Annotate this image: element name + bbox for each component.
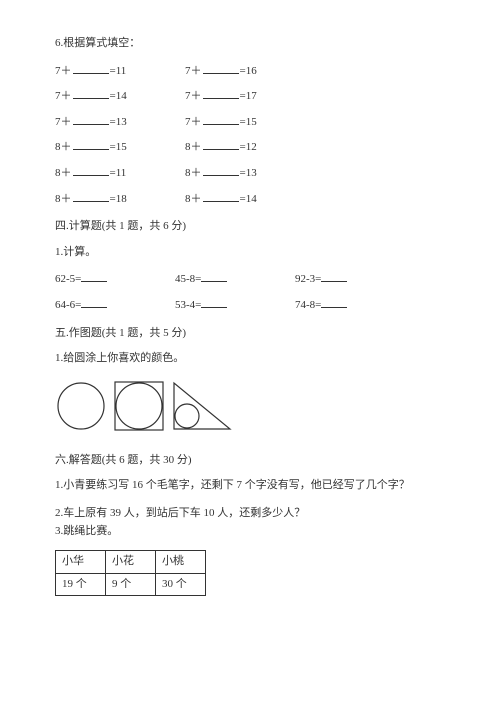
calc-row: 62-5= 45-8= 92-3= (55, 271, 445, 289)
blank (321, 298, 347, 308)
blank (81, 298, 107, 308)
sec4-sub: 1.计算。 (55, 244, 445, 262)
calc-expr: 74-8= (295, 299, 321, 311)
sec4-heading: 四.计算题(共 1 题，共 6 分) (55, 218, 445, 236)
blank (203, 140, 239, 150)
blank (73, 64, 109, 74)
table-row: 19 个 9 个 30 个 (56, 573, 206, 596)
blank (201, 272, 227, 282)
eq-post: =17 (240, 90, 257, 102)
table-header-cell: 小花 (106, 551, 156, 574)
eq-pre: 8＋ (55, 167, 72, 179)
eq-pre: 7＋ (185, 90, 202, 102)
eq-row: 8＋ =15 8＋ =12 (55, 139, 445, 157)
eq-post: =14 (110, 90, 127, 102)
eq-post: =13 (240, 167, 257, 179)
blank (73, 140, 109, 150)
calc-expr: 62-5= (55, 273, 81, 285)
calc-row: 64-6= 53-4= 74-8= (55, 297, 445, 315)
eq-row: 7＋ =14 7＋ =17 (55, 88, 445, 106)
eq-row: 8＋ =11 8＋ =13 (55, 165, 445, 183)
triangle-circle-shape-icon (171, 380, 233, 432)
eq-row: 8＋ =18 8＋ =14 (55, 191, 445, 209)
eq-pre: 8＋ (185, 141, 202, 153)
blank (73, 115, 109, 125)
eq-post: =14 (240, 193, 257, 205)
sec4-equations: 62-5= 45-8= 92-3= 64-6= 53-4= 74-8= (55, 271, 445, 314)
eq-post: =16 (240, 65, 257, 77)
eq-pre: 8＋ (55, 193, 72, 205)
calc-expr: 45-8= (175, 273, 201, 285)
blank (203, 115, 239, 125)
shapes-figure (55, 380, 445, 432)
calc-expr: 64-6= (55, 299, 81, 311)
sec5-heading: 五.作图题(共 1 题，共 5 分) (55, 325, 445, 343)
eq-pre: 8＋ (185, 167, 202, 179)
square-circle-shape-icon (113, 380, 165, 432)
blank (203, 89, 239, 99)
table-cell: 9 个 (106, 573, 156, 596)
sec6-q1: 1.小青要练习写 16 个毛笔字，还剩下 7 个字没有写，他已经写了几个字？ (55, 477, 445, 495)
eq-pre: 7＋ (55, 116, 72, 128)
eq-pre: 8＋ (185, 193, 202, 205)
q6-equations: 7＋ =11 7＋ =16 7＋ =14 7＋ =17 7＋ =13 7＋ =15 8＋ =1… (55, 63, 445, 209)
eq-pre: 8＋ (55, 141, 72, 153)
jump-rope-table: 小华 小花 小桃 19 个 9 个 30 个 (55, 550, 206, 596)
blank (203, 166, 239, 176)
eq-post: =11 (110, 65, 127, 77)
eq-post: =18 (110, 193, 127, 205)
eq-pre: 7＋ (55, 90, 72, 102)
calc-expr: 53-4= (175, 299, 201, 311)
sec6-q2: 2.车上原有 39 人，到站后下车 10 人，还剩多少人？ (55, 505, 445, 523)
eq-post: =12 (240, 141, 257, 153)
table-cell: 19 个 (56, 573, 106, 596)
blank (73, 89, 109, 99)
eq-post: =15 (110, 141, 127, 153)
eq-post: =11 (110, 167, 127, 179)
blank (203, 192, 239, 202)
blank (203, 64, 239, 74)
q6-title: 6.根据算式填空： (55, 35, 445, 53)
blank (73, 192, 109, 202)
sec6-heading: 六.解答题(共 6 题，共 30 分) (55, 452, 445, 470)
eq-row: 7＋ =11 7＋ =16 (55, 63, 445, 81)
eq-post: =15 (240, 116, 257, 128)
table-cell: 30 个 (156, 573, 206, 596)
eq-post: =13 (110, 116, 127, 128)
table-header-cell: 小华 (56, 551, 106, 574)
blank (201, 298, 227, 308)
table-header-cell: 小桃 (156, 551, 206, 574)
table-row: 小华 小花 小桃 (56, 551, 206, 574)
sec6-q3: 3.跳绳比赛。 (55, 523, 445, 541)
circle-shape-icon (55, 380, 107, 432)
eq-pre: 7＋ (185, 116, 202, 128)
calc-expr: 92-3= (295, 273, 321, 285)
blank (73, 166, 109, 176)
blank (321, 272, 347, 282)
sec5-sub: 1.给圆涂上你喜欢的颜色。 (55, 350, 445, 368)
blank (81, 272, 107, 282)
eq-pre: 7＋ (55, 65, 72, 77)
eq-row: 7＋ =13 7＋ =15 (55, 114, 445, 132)
eq-pre: 7＋ (185, 65, 202, 77)
